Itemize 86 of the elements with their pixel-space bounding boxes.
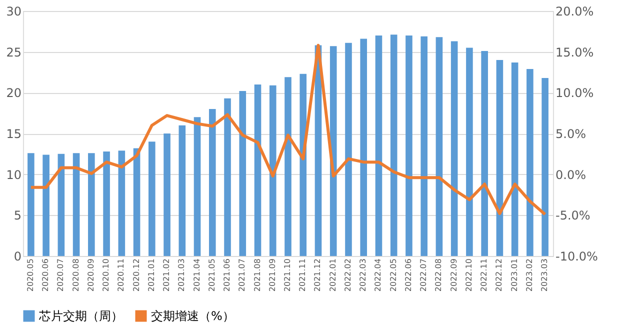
y-tick-label: 15 — [6, 127, 22, 141]
bar — [406, 36, 412, 256]
x-tick-label: 2022.04 — [374, 258, 383, 292]
x-tick-label: 2022.08 — [434, 258, 444, 292]
y2-tick-label: 15.0% — [556, 45, 594, 60]
bar — [178, 125, 186, 256]
legend-label: 芯片交期（周） — [38, 309, 123, 323]
y-tick-label: 0 — [14, 250, 22, 264]
x-tick-label: 2022.09 — [449, 258, 458, 292]
bar — [42, 154, 50, 256]
bar — [466, 48, 473, 256]
bar — [103, 151, 110, 256]
bar — [58, 154, 65, 256]
y-tick-label: 5 — [14, 208, 22, 223]
bar — [511, 62, 518, 256]
y2-tick-label: 0.0% — [556, 168, 586, 182]
x-tick-label: 2022.06 — [404, 258, 413, 292]
x-tick-label: 2020.09 — [86, 258, 96, 292]
bar — [148, 142, 156, 256]
bar — [450, 41, 458, 256]
bar — [436, 37, 443, 256]
bar — [118, 150, 126, 256]
x-tick-label: 2021.02 — [162, 258, 172, 292]
x-tick-label: 2021.06 — [222, 258, 232, 292]
bar — [526, 68, 534, 256]
y-tick-label: 20 — [6, 86, 22, 100]
bar — [164, 134, 170, 256]
x-tick-label: 2021.07 — [238, 258, 247, 292]
bar — [224, 98, 231, 256]
x-tick-label: 2023.02 — [524, 258, 534, 292]
x-tick-label: 2020.11 — [116, 258, 126, 292]
x-tick-label: 2022.07 — [419, 258, 428, 292]
x-tick-label: 2021.04 — [192, 258, 202, 292]
y2-tick-label: 10.0% — [556, 86, 594, 100]
x-tick-label: 2021.08 — [252, 258, 262, 292]
x-tick-label: 2022.02 — [343, 258, 352, 292]
bar — [254, 84, 262, 256]
line-series — [29, 44, 547, 216]
x-tick-label: 2020.10 — [102, 258, 111, 292]
x-tick-label: 2022.05 — [388, 258, 398, 292]
x-tick-label: 2021.11 — [298, 258, 308, 292]
bar — [390, 34, 398, 256]
y-tick-label: 30 — [6, 4, 22, 18]
x-tick-label: 2021.01 — [146, 258, 156, 292]
x-tick-label: 2020.07 — [56, 258, 66, 292]
x-tick-label: 2020.06 — [41, 258, 50, 292]
bar — [28, 153, 34, 256]
x-tick-label: 2021.03 — [177, 258, 186, 292]
x-tick-label: 2022.10 — [464, 258, 474, 292]
bar — [481, 51, 488, 256]
bar — [88, 153, 95, 256]
bar — [496, 60, 504, 256]
bar — [542, 78, 548, 256]
bar — [133, 148, 140, 256]
x-tick-label: 2022.01 — [328, 258, 338, 292]
bar — [420, 36, 428, 256]
bar — [208, 109, 216, 256]
y-tick-label: 25 — [6, 45, 22, 60]
x-tick-label: 2022.03 — [358, 258, 368, 292]
x-tick-label: 2020.08 — [71, 258, 80, 292]
y2-tick-label: -5.0% — [556, 208, 590, 223]
x-tick-label: 2021.05 — [207, 258, 216, 292]
y-tick-label: 10 — [6, 168, 22, 182]
bar — [345, 42, 352, 256]
y2-tick-label: 20.0% — [556, 4, 594, 18]
bar — [375, 36, 382, 256]
x-tick-label: 2023.03 — [540, 258, 550, 292]
x-tick-label: 2023.01 — [510, 258, 519, 292]
bar — [194, 117, 201, 256]
x-tick-label: 2020.12 — [132, 258, 141, 292]
bar — [360, 38, 368, 256]
bar — [284, 77, 292, 256]
y2-tick-label: -10.0% — [556, 250, 598, 264]
x-tick-label: 2022.11 — [480, 258, 489, 292]
bar — [72, 153, 80, 256]
x-tick-label: 2020.05 — [26, 258, 35, 292]
x-tick-label: 2021.10 — [283, 258, 292, 292]
x-tick-label: 2022.12 — [494, 258, 504, 292]
bar — [239, 91, 246, 256]
bar — [300, 74, 307, 256]
bar — [330, 46, 337, 256]
legend-label: 交期增速（%） — [151, 309, 234, 323]
x-tick-label: 2021.12 — [313, 258, 322, 292]
x-tick-label: 2021.09 — [268, 258, 277, 292]
bar — [269, 85, 276, 256]
y2-tick-label: 5.0% — [556, 127, 586, 141]
